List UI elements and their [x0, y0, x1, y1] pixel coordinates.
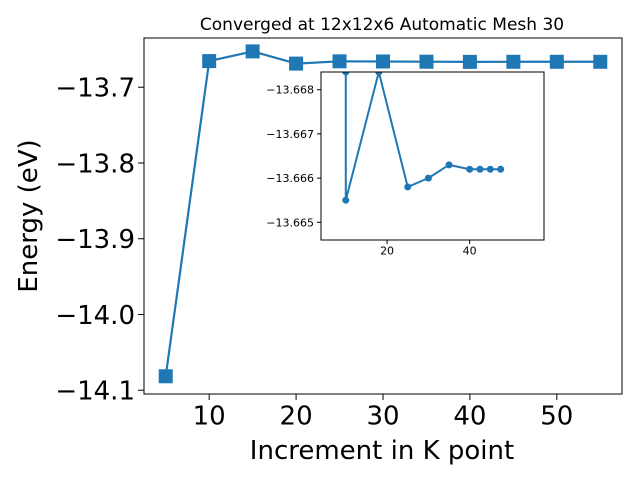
inset-data-point [404, 183, 412, 191]
inset-x-tick-label: 40 [463, 244, 477, 257]
main-y-tick-label: −14.0 [55, 301, 135, 331]
inset-x-tick-label: 20 [380, 244, 394, 257]
main-y-tick-label: −13.8 [55, 149, 135, 179]
main-data-point [289, 56, 304, 71]
main-data-point [462, 54, 477, 69]
main-y-tick-label: −14.1 [55, 377, 135, 407]
main-x-tick-label: 50 [540, 402, 573, 432]
inset-data-point [342, 196, 350, 204]
inset-plot-frame [320, 71, 545, 241]
main-data-point [376, 54, 390, 69]
main-data-point [549, 54, 564, 69]
main-data-point [419, 54, 434, 69]
main-y-tick-label: −13.7 [55, 74, 135, 104]
main-x-tick-label: 10 [193, 402, 226, 432]
main-x-tick-label: 30 [366, 402, 399, 432]
main-x-tick-label: 20 [280, 402, 313, 432]
inset-data-point [342, 72, 350, 76]
main-data-point [245, 44, 260, 59]
inset-data-layer [342, 72, 505, 204]
main-data-point [158, 369, 173, 384]
main-data-point [506, 54, 521, 69]
inset-y-tick-label: −13.665 [266, 216, 314, 229]
inset-data-point [445, 161, 453, 169]
main-data-point [332, 54, 347, 69]
main-data-point [593, 54, 608, 69]
chart-title: Converged at 12x12x6 Automatic Mesh 30 [200, 15, 564, 35]
inset-data-point [476, 165, 484, 173]
main-x-tick-label: 40 [453, 402, 486, 432]
inset-data-point [486, 165, 494, 173]
inset-y-tick-label: −13.667 [266, 128, 314, 141]
inset-data-point [466, 165, 474, 173]
inset-y-tick-label: −13.668 [266, 84, 314, 97]
main-data-point [202, 54, 217, 69]
main-data-layer [158, 44, 608, 384]
inset-plot-background [321, 72, 544, 240]
inset-plot-area: 20 40 −13.668 −13.667 −13.666 −13.665 [266, 71, 545, 257]
main-y-tick-label: −13.9 [55, 225, 135, 255]
inset-y-tick-label: −13.666 [266, 172, 314, 185]
inset-data-point [375, 72, 383, 76]
inset-data-point [424, 174, 432, 182]
y-axis-label: Energy (eV) [14, 139, 44, 292]
inset-data-point [497, 165, 505, 173]
x-axis-label: Increment in K point [250, 436, 514, 466]
inset-series-line [344, 72, 501, 202]
